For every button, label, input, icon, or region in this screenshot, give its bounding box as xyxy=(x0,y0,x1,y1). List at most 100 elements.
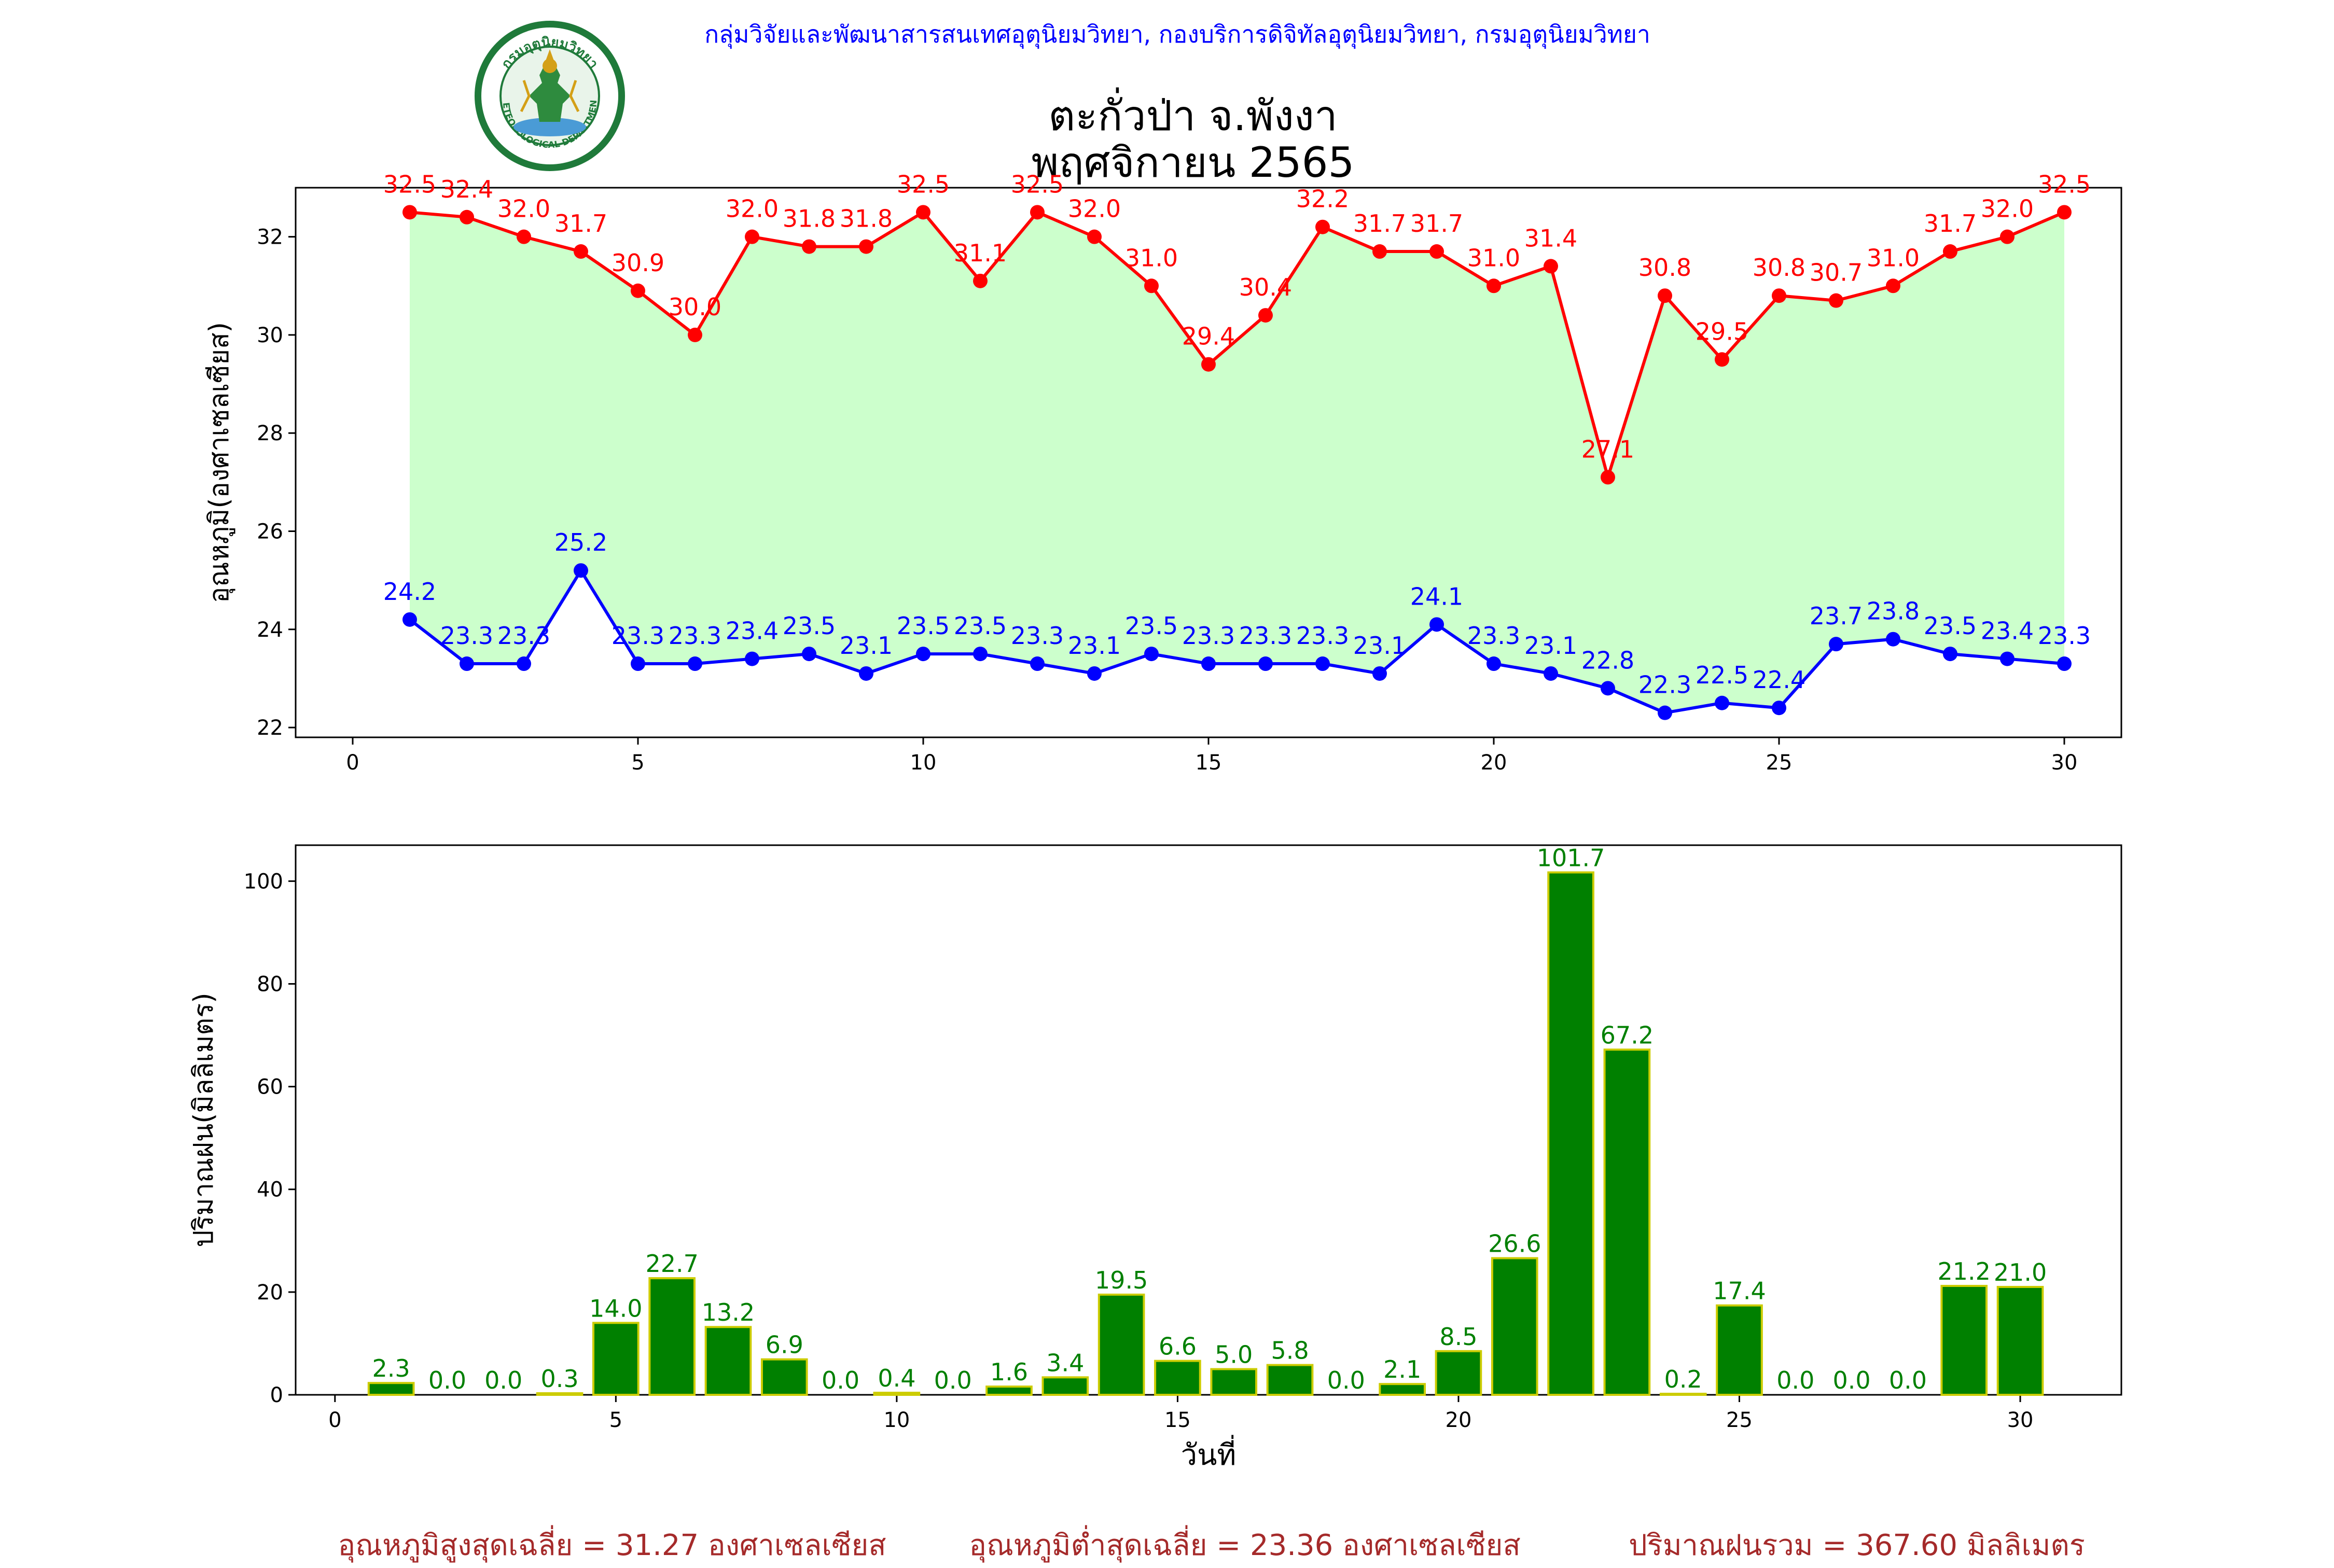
temp-x-tick-label: 0 xyxy=(346,751,359,775)
min-temp-point xyxy=(1087,666,1102,681)
max-temp-data-label: 30.0 xyxy=(669,293,721,321)
rain-data-label: 5.8 xyxy=(1271,1337,1309,1365)
min-temp-data-label: 23.5 xyxy=(1924,612,1977,640)
temp-x-tick-label: 15 xyxy=(1196,751,1222,775)
max-temp-data-label: 32.5 xyxy=(383,170,436,198)
min-temp-point xyxy=(1772,701,1786,716)
min-temp-data-label: 23.5 xyxy=(897,612,950,640)
rain-bar xyxy=(1379,1383,1426,1396)
max-temp-data-label: 30.8 xyxy=(1753,254,1805,282)
temp-y-tick-label: 28 xyxy=(257,422,283,445)
min-temp-data-label: 23.3 xyxy=(1011,622,1064,650)
rain-bar xyxy=(1435,1350,1482,1396)
min-temp-data-label: 23.5 xyxy=(1125,612,1178,640)
min-temp-data-label: 23.3 xyxy=(2038,622,2091,650)
rain-plot-frame xyxy=(295,844,2122,1396)
max-temp-point xyxy=(916,205,930,220)
min-temp-point xyxy=(574,563,588,578)
rain-data-label: 0.0 xyxy=(822,1366,859,1394)
max-temp-data-label: 30.8 xyxy=(1638,254,1691,282)
min-temp-point xyxy=(688,656,702,671)
rain-x-tick-label: 5 xyxy=(609,1408,622,1432)
rain-data-label: 0.0 xyxy=(428,1366,466,1394)
rain-data-label: 21.0 xyxy=(1994,1258,2047,1286)
temp-y-tick-label: 22 xyxy=(257,716,283,740)
max-temp-point xyxy=(1144,278,1159,293)
rain-data-label: 0.0 xyxy=(1833,1366,1871,1394)
max-temp-data-label: 30.7 xyxy=(1810,259,1863,287)
min-temp-data-label: 23.1 xyxy=(840,632,893,660)
min-temp-data-label: 23.4 xyxy=(1981,617,2034,645)
rain-data-label: 0.4 xyxy=(878,1364,915,1392)
rain-data-label: 0.0 xyxy=(1889,1366,1927,1394)
rain-bar xyxy=(985,1385,1033,1396)
max-temp-point xyxy=(2057,205,2072,220)
rain-bar xyxy=(1659,1393,1707,1396)
min-temp-data-label: 23.3 xyxy=(1467,622,1520,650)
rain-data-label: 101.7 xyxy=(1537,844,1605,872)
rain-data-label: 3.4 xyxy=(1046,1349,1084,1377)
min-temp-data-label: 23.3 xyxy=(1239,622,1292,650)
min-temp-point xyxy=(1715,695,1729,710)
max-temp-data-label: 31.8 xyxy=(840,205,893,233)
temp-y-tick-label: 30 xyxy=(257,324,283,347)
rain-x-tick-label: 30 xyxy=(2007,1408,2034,1432)
total-rain-stat: ปริมาณฝนรวม = 367.60 มิลลิเมตร xyxy=(1629,1529,2085,1562)
rain-y-tick-label: 40 xyxy=(257,1178,283,1202)
max-temp-data-label: 31.4 xyxy=(1524,224,1577,252)
temp-x-tick-label: 10 xyxy=(910,751,937,775)
min-temp-point xyxy=(631,656,645,671)
max-temp-data-label: 32.5 xyxy=(1011,170,1064,198)
min-temp-data-label: 23.1 xyxy=(1068,632,1121,660)
max-temp-point xyxy=(1315,219,1330,234)
rain-data-label: 6.6 xyxy=(1159,1333,1197,1361)
rain-x-axis-label: วันที่ xyxy=(1181,1435,1237,1472)
max-temp-point xyxy=(1258,308,1273,323)
min-temp-point xyxy=(1258,656,1273,671)
max-temp-data-label: 29.5 xyxy=(1696,317,1748,345)
page-header: กรมอุตุนิยมวิทยา METEOROLOGICAL DEPARTME… xyxy=(0,0,2334,187)
min-temp-data-label: 23.7 xyxy=(1810,602,1863,630)
rain-data-label: 2.1 xyxy=(1383,1355,1421,1383)
rain-data-label: 8.5 xyxy=(1439,1323,1477,1351)
min-temp-point xyxy=(1943,647,1957,662)
rain-data-label: 17.4 xyxy=(1713,1277,1766,1305)
min-temp-point xyxy=(1486,656,1501,671)
min-temp-data-label: 23.4 xyxy=(726,617,779,645)
max-temp-data-label: 27.1 xyxy=(1581,435,1634,463)
max-temp-point xyxy=(631,283,645,298)
rain-data-label: 2.3 xyxy=(372,1354,410,1382)
min-temp-line xyxy=(409,567,2065,715)
rain-data-label: 13.2 xyxy=(702,1298,755,1326)
max-temp-point xyxy=(1886,278,1900,293)
min-temp-data-label: 23.3 xyxy=(1296,622,1349,650)
max-temp-data-label: 32.0 xyxy=(1068,195,1121,223)
max-temp-point xyxy=(2000,229,2015,244)
rain-bar xyxy=(592,1322,640,1396)
min-temp-data-label: 23.3 xyxy=(1182,622,1235,650)
rain-x-tick-label: 0 xyxy=(328,1408,341,1432)
avg-min-temp-stat: อุณหภูมิต่ำสุดเฉลี่ย = 23.36 องศาเซลเซีย… xyxy=(969,1529,1521,1562)
min-temp-data-label: 23.3 xyxy=(612,622,664,650)
min-temp-point xyxy=(517,656,531,671)
min-temp-data-label: 23.3 xyxy=(440,622,493,650)
max-temp-data-label: 32.4 xyxy=(440,175,493,203)
min-temp-data-label: 22.8 xyxy=(1581,646,1634,674)
min-temp-data-label: 25.2 xyxy=(554,528,607,556)
max-temp-data-label: 31.7 xyxy=(1353,209,1406,237)
min-temp-data-label: 23.1 xyxy=(1524,632,1577,660)
min-temp-point xyxy=(460,656,474,671)
meteorological-department-logo: กรมอุตุนิยมวิทยา METEOROLOGICAL DEPARTME… xyxy=(472,18,625,171)
chart-title: ตะกั่วป่า จ.พังงา xyxy=(1048,92,1338,140)
max-temp-point xyxy=(460,209,474,225)
max-temp-point xyxy=(1544,259,1558,274)
max-temp-point xyxy=(1087,229,1102,244)
temp-x-tick-label: 5 xyxy=(631,751,644,775)
rain-data-label: 0.0 xyxy=(1327,1366,1365,1394)
min-temp-data-label: 24.1 xyxy=(1410,582,1463,610)
max-temp-point xyxy=(1429,244,1444,259)
rain-bar xyxy=(1210,1368,1258,1396)
min-temp-point xyxy=(1886,632,1900,647)
min-temp-point xyxy=(1601,681,1615,696)
rain-data-label: 0.0 xyxy=(934,1366,972,1394)
